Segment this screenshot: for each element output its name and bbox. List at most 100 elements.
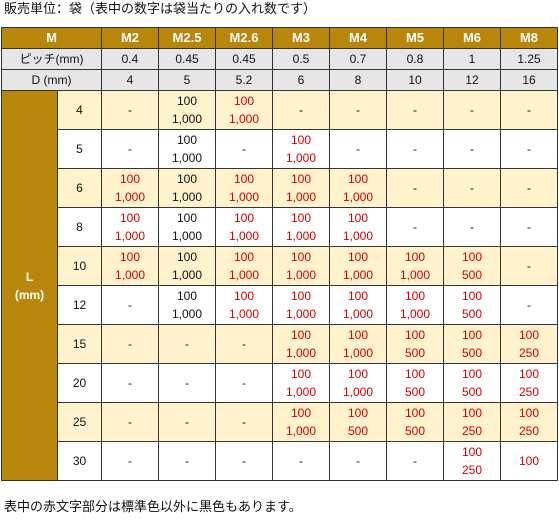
quantity-cell: -: [500, 129, 558, 169]
quantity-cell: 100 1,000: [272, 168, 330, 208]
bulk-quantity: 1,000: [285, 307, 317, 321]
quantity-cell: -: [443, 90, 501, 130]
quantity-cell: 100 1,000: [329, 324, 387, 364]
quantity-value: -: [527, 298, 531, 312]
length-value: 6: [57, 168, 102, 208]
pack-quantity: 100: [233, 172, 255, 186]
quantity-cell: 100: [500, 441, 558, 481]
quantity-cell: -: [215, 129, 273, 169]
size-header: M2: [101, 27, 159, 49]
quantity-cell: -: [101, 402, 159, 442]
size-header-row: M M2 M2.5 M2.6 M3 M4 M5 M6 M8: [1, 27, 558, 49]
length-row: 6 100 1,000 100 1,000 100 1,000 100 1,000 100 1,00…: [2, 168, 558, 208]
quantity-value: -: [185, 454, 189, 468]
red-text-footnote: 表中の赤文字部分は標準色以外に黒色もあります。: [4, 500, 302, 515]
quantity-cell: 100 1,000: [272, 207, 330, 247]
pack-quantity: 100: [290, 367, 312, 381]
quantity-cell: 100 1,000: [329, 246, 387, 286]
quantity-cell: 100 1,000: [386, 246, 444, 286]
pitch-value: 0.5: [272, 48, 330, 70]
pack-quantity: 100: [518, 328, 540, 342]
length-rows: L (mm) 4-100 1,000 100 1,000- - - - -5-100 1,000-1…: [1, 90, 558, 481]
quantity-value: -: [413, 103, 417, 117]
length-value: 10: [57, 246, 102, 286]
quantity-cell: -: [386, 207, 444, 247]
diameter-value: 16: [500, 69, 558, 91]
quantity-cell: -: [101, 324, 159, 364]
quantity-value: -: [185, 415, 189, 429]
pack-quantity: 100: [290, 328, 312, 342]
bulk-quantity: 500: [461, 385, 483, 399]
pack-quantity: 100: [290, 289, 312, 303]
quantity-cell: -: [101, 129, 159, 169]
pack-quantity: 100: [119, 211, 141, 225]
quantity-cell: 100 500: [386, 324, 444, 364]
quantity-value: -: [527, 181, 531, 195]
bulk-quantity: 1,000: [285, 190, 317, 204]
pack-quantity: 100: [290, 172, 312, 186]
pack-quantity: 100: [404, 367, 426, 381]
length-row: 15- - -100 1,000 100 1,000 100 500 100 500 100 250: [2, 324, 558, 364]
bulk-quantity: 250: [461, 463, 483, 477]
quantity-value: -: [356, 142, 360, 156]
quantity-cell: -: [101, 90, 159, 130]
diameter-value: 5: [158, 69, 216, 91]
pack-quantity: 100: [347, 289, 369, 303]
bulk-quantity: 1,000: [342, 385, 374, 399]
size-header: M6: [443, 27, 501, 49]
quantity-cell: 100 1,000: [158, 90, 216, 130]
quantity-cell: 100 1,000: [272, 246, 330, 286]
bulk-quantity: 1,000: [228, 229, 260, 243]
quantity-cell: 100 1,000: [101, 207, 159, 247]
pack-quantity: 100: [347, 211, 369, 225]
length-row: 30- - - - - -100 250 100: [2, 441, 558, 481]
quantity-value: -: [527, 259, 531, 273]
bulk-quantity: 1,000: [114, 190, 146, 204]
size-header: M2.6: [215, 27, 273, 49]
bulk-quantity: 1,000: [171, 268, 203, 282]
length-value: 30: [57, 441, 102, 481]
pack-quantity: 100: [176, 133, 198, 147]
quantity-value: -: [470, 103, 474, 117]
pitch-value: 0.4: [101, 48, 159, 70]
length-row: 10 100 1,000 100 1,000 100 1,000 100 1,000 100 1,0…: [2, 246, 558, 286]
quantity-cell: -: [500, 207, 558, 247]
length-row: 20- - -100 1,000 100 1,000 100 500 100 500 100 250: [2, 363, 558, 403]
quantity-value: -: [470, 181, 474, 195]
pitch-value: 0.7: [329, 48, 387, 70]
pack-quantity: 100: [119, 172, 141, 186]
length-axis-label: L (mm): [1, 90, 58, 481]
quantity-cell: 100 500: [443, 246, 501, 286]
diameter-value: 12: [443, 69, 501, 91]
quantity-cell: 100 1,000: [158, 285, 216, 325]
quantity-value: -: [185, 337, 189, 351]
pack-quantity: 100: [347, 172, 369, 186]
quantity-cell: 100 1,000: [329, 285, 387, 325]
diameter-value: 10: [386, 69, 444, 91]
quantity-cell: -: [443, 129, 501, 169]
quantity-cell: -: [215, 441, 273, 481]
bulk-quantity: 250: [518, 424, 540, 438]
bulk-quantity: 500: [347, 424, 369, 438]
size-header: M3: [272, 27, 330, 49]
quantity-cell: -: [158, 402, 216, 442]
quantity-cell: 100 500: [386, 402, 444, 442]
pack-quantity: 100: [347, 250, 369, 264]
quantity-cell: -: [158, 363, 216, 403]
pack-quantity: 100: [347, 367, 369, 381]
quantity-cell: 100 250: [443, 441, 501, 481]
quantity-cell: 100 500: [386, 363, 444, 403]
quantity-value: -: [242, 337, 246, 351]
bulk-quantity: 1,000: [285, 268, 317, 282]
pack-quantity: 100: [461, 445, 483, 459]
bulk-quantity: 500: [461, 307, 483, 321]
pack-quantity: 100: [518, 406, 540, 420]
length-value: 20: [57, 363, 102, 403]
pack-quantity: 100: [404, 406, 426, 420]
quantity-value: -: [470, 142, 474, 156]
bulk-quantity: 250: [518, 346, 540, 360]
quantity-value: -: [356, 103, 360, 117]
quantity-cell: 100 500: [443, 324, 501, 364]
quantity-cell: 100 1,000: [329, 207, 387, 247]
quantity-cell: 100 250: [500, 324, 558, 364]
